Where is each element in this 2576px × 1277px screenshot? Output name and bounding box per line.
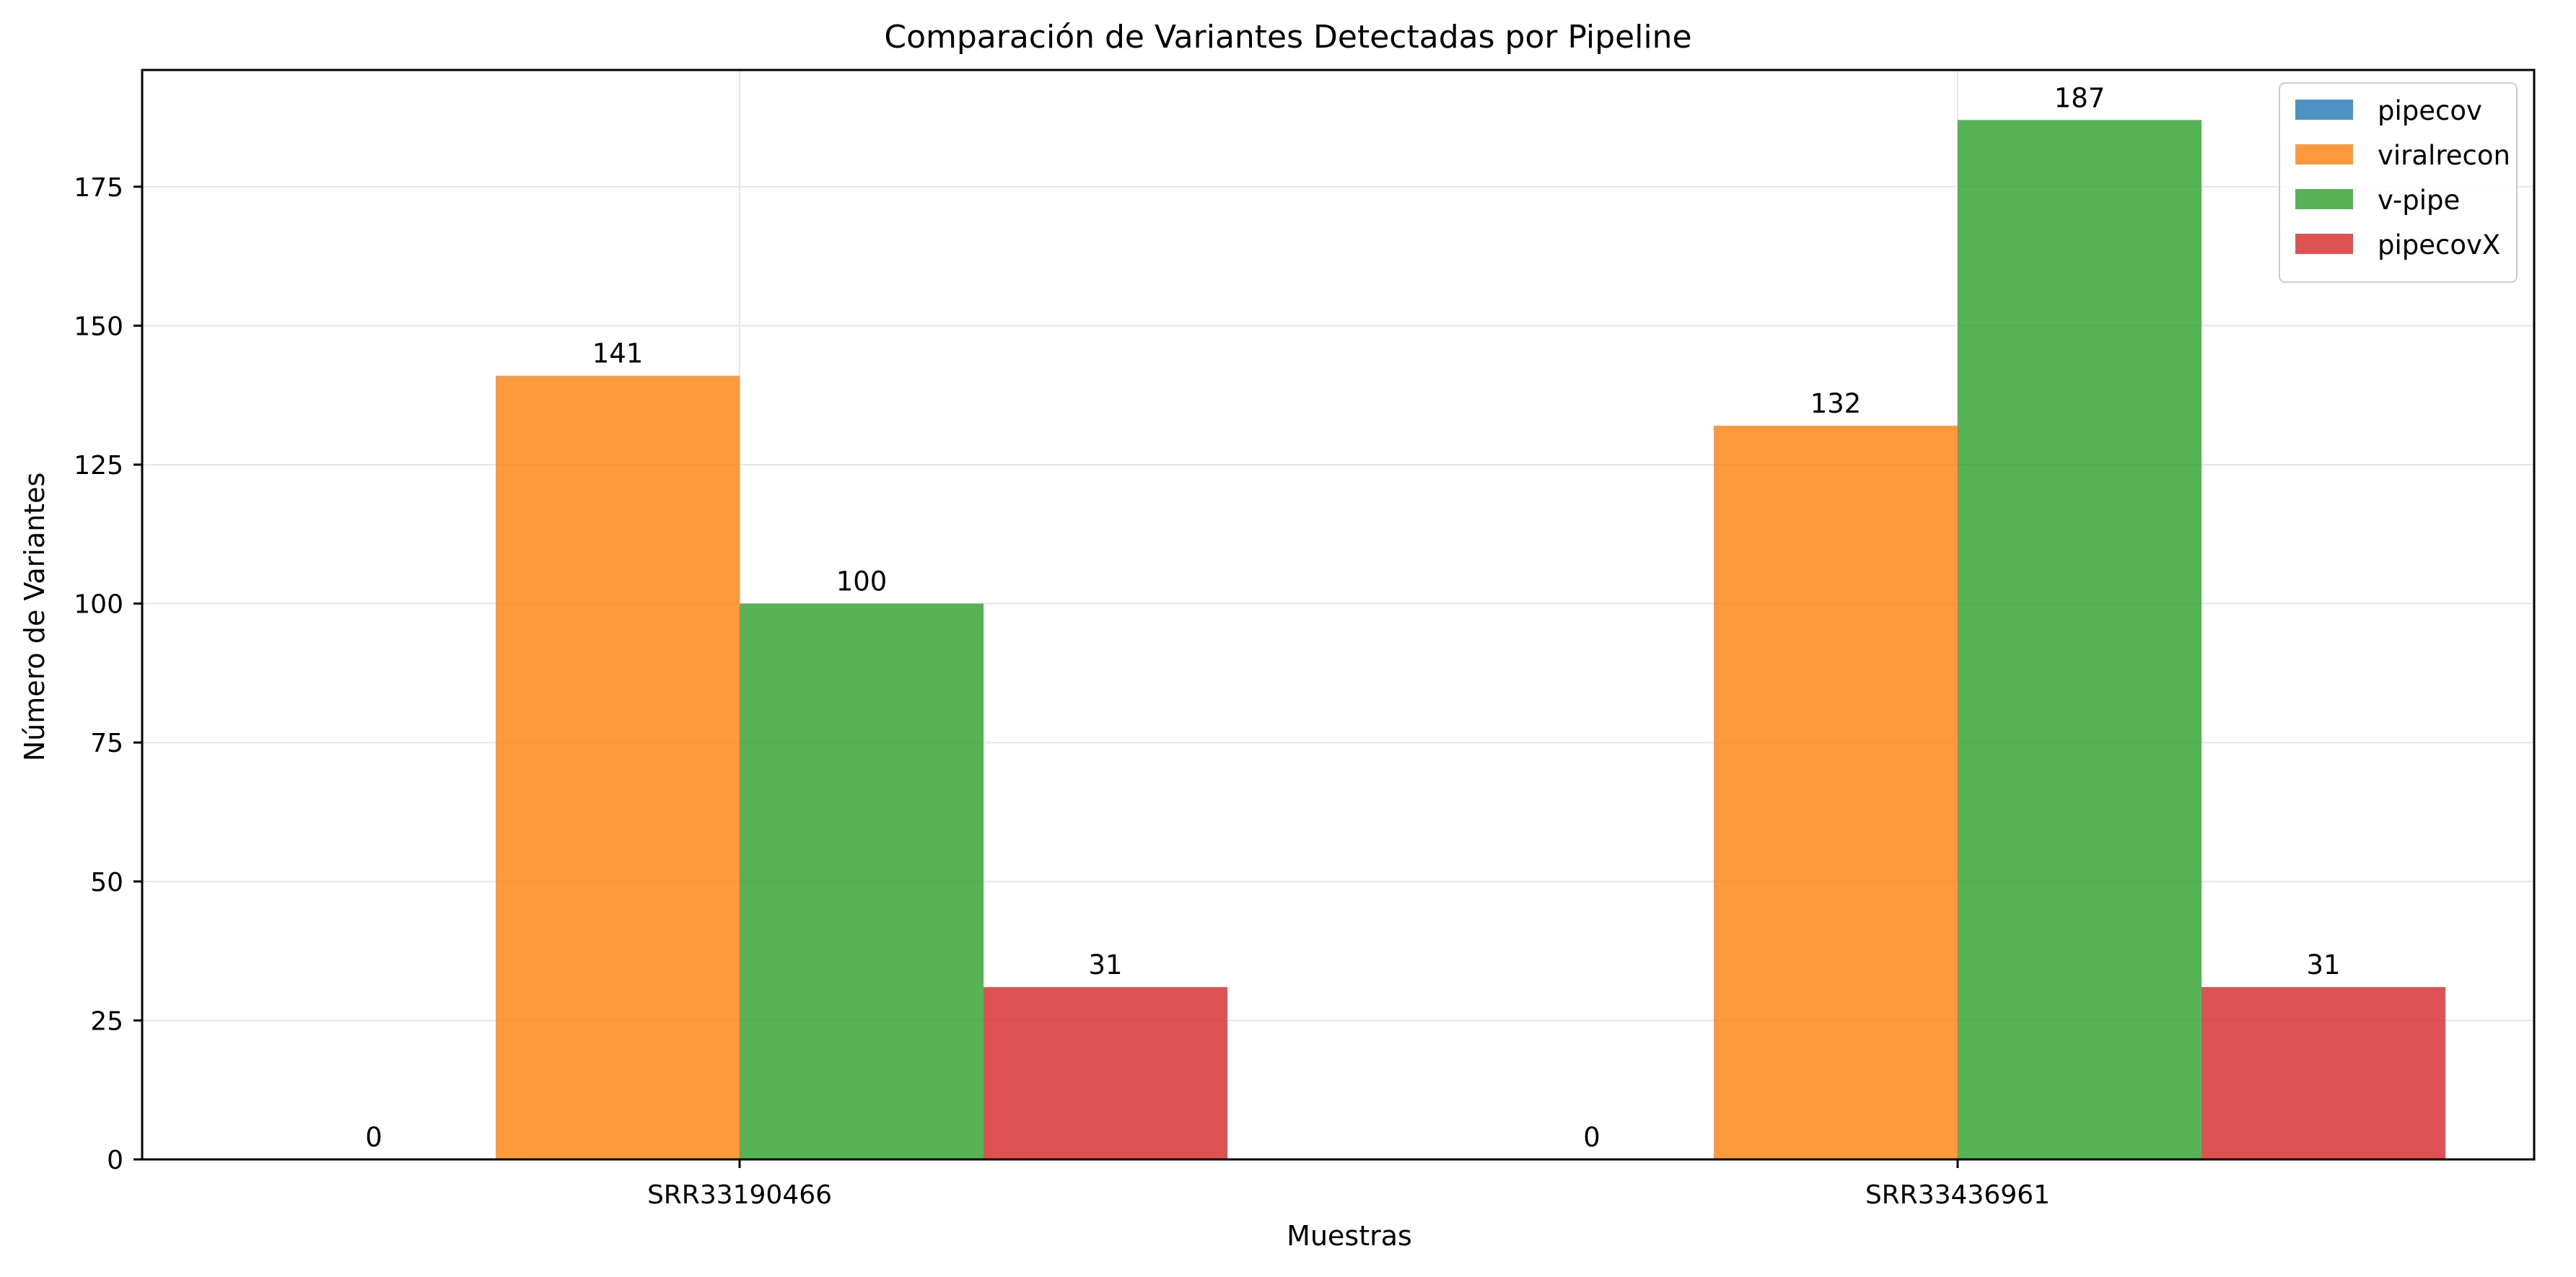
plot-frame bbox=[141, 69, 2536, 1161]
y-tick-label: 0 bbox=[107, 1146, 123, 1175]
y-tick-label: 75 bbox=[90, 729, 123, 758]
axes bbox=[141, 69, 2536, 1161]
data-label: 100 bbox=[836, 566, 888, 597]
y-tick-label: 150 bbox=[74, 312, 123, 341]
bar bbox=[2202, 987, 2445, 1159]
data-labels: 0 0 141 132 100 187 31 31 bbox=[365, 82, 2340, 1153]
bar bbox=[983, 987, 1227, 1159]
legend-swatch bbox=[2295, 144, 2353, 164]
bar bbox=[496, 375, 740, 1159]
legend-label: pipecov bbox=[2378, 95, 2482, 126]
y-tick-label: 50 bbox=[90, 868, 123, 898]
bar bbox=[740, 603, 983, 1159]
legend-label: viralrecon bbox=[2378, 140, 2510, 171]
y-axis-label: Número de Variantes bbox=[19, 473, 51, 762]
data-label: 31 bbox=[2306, 949, 2340, 980]
data-label: 187 bbox=[2054, 82, 2106, 113]
legend-swatch bbox=[2295, 100, 2353, 120]
legend-label: v-pipe bbox=[2378, 185, 2460, 216]
bar bbox=[1714, 426, 1958, 1159]
data-label: 0 bbox=[365, 1122, 382, 1153]
x-axis-label: Muestras bbox=[1287, 1220, 1412, 1252]
y-tick-label: 175 bbox=[74, 173, 123, 203]
y-tick-label: 100 bbox=[74, 590, 123, 620]
x-tick-label: SRR33190466 bbox=[647, 1180, 832, 1210]
chart-title: Comparación de Variantes Detectadas por … bbox=[884, 19, 1691, 56]
data-label: 0 bbox=[1583, 1122, 1600, 1153]
bar bbox=[1958, 120, 2202, 1160]
legend: pipecov viralrecon v-pipe pipecovX bbox=[2279, 82, 2518, 283]
y-tick-label: 25 bbox=[90, 1006, 123, 1036]
data-label: 141 bbox=[592, 338, 644, 369]
legend-box bbox=[2279, 82, 2518, 283]
data-label: 31 bbox=[1088, 949, 1122, 980]
data-label: 132 bbox=[1810, 388, 1862, 419]
bars bbox=[496, 120, 2445, 1160]
x-tick-label: SRR33436961 bbox=[1865, 1180, 2050, 1210]
legend-swatch bbox=[2295, 234, 2353, 254]
y-tick-label: 125 bbox=[74, 451, 123, 480]
legend-swatch bbox=[2295, 189, 2353, 209]
ticks: 0 25 50 75 100 125 150 175 SRR33190466 SRR3343696… bbox=[74, 173, 2050, 1210]
legend-label: pipecovX bbox=[2378, 229, 2500, 260]
